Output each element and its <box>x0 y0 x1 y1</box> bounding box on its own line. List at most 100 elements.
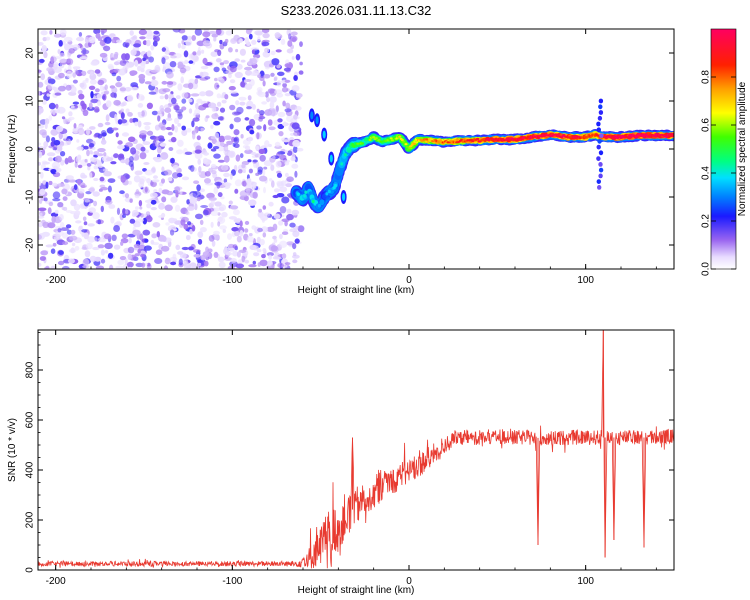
spectrogram-y-tick-label: 20 <box>25 47 36 59</box>
noise-cell <box>261 226 269 233</box>
noise-cell <box>251 39 257 45</box>
noise-cell <box>144 125 151 131</box>
noise-cell <box>246 106 252 110</box>
spectrogram-xlabel: Height of straight line (km) <box>298 285 415 296</box>
noise-cell <box>38 222 43 228</box>
noise-cell <box>119 256 127 261</box>
noise-cell <box>72 66 81 70</box>
noise-cell <box>285 172 289 178</box>
noise-cell <box>171 124 175 131</box>
noise-cell <box>218 135 225 143</box>
noise-cell <box>180 76 184 84</box>
noise-cell <box>70 104 75 109</box>
noise-cell <box>256 125 262 130</box>
noise-cell <box>53 66 62 73</box>
noise-cell <box>239 48 246 56</box>
noise-cell <box>252 191 258 199</box>
noise-cell <box>138 200 143 207</box>
noise-cell <box>228 200 233 205</box>
noise-cell <box>95 265 104 269</box>
noise-cell <box>156 231 160 238</box>
noise-cell <box>44 122 48 129</box>
noise-cell <box>250 151 257 156</box>
noise-cell <box>191 266 198 269</box>
noise-cell <box>103 152 107 157</box>
noise-cell <box>81 70 87 77</box>
spectrogram-x-tick-label: -100 <box>222 275 242 286</box>
noise-cell <box>101 95 106 100</box>
noise-cell <box>194 149 202 154</box>
noise-cell <box>116 75 122 82</box>
noise-cell <box>68 111 73 117</box>
noise-cell <box>129 118 134 123</box>
noise-cell <box>134 121 139 127</box>
noise-cell <box>170 55 177 59</box>
noise-cell <box>47 76 52 82</box>
noise-cell <box>110 92 116 98</box>
ridge-cell <box>437 141 441 144</box>
noise-cell <box>189 196 198 205</box>
noise-cell <box>197 262 202 266</box>
noise-cell <box>259 76 265 82</box>
noise-cell <box>78 225 83 229</box>
noise-cell <box>117 140 123 145</box>
noise-cell <box>120 175 126 183</box>
noise-cell <box>61 265 70 269</box>
noise-cell <box>181 106 187 111</box>
noise-cell <box>284 108 292 113</box>
noise-cell <box>268 254 273 260</box>
ridge-core <box>342 193 346 201</box>
noise-cell <box>248 233 253 237</box>
noise-cell <box>248 264 257 268</box>
noise-cell <box>167 177 173 182</box>
noise-cell <box>262 248 267 253</box>
noise-cell <box>161 196 167 203</box>
noise-cell <box>84 250 91 258</box>
noise-cell <box>237 169 243 174</box>
noise-cell <box>213 186 219 194</box>
noise-cell <box>266 96 271 103</box>
ridge-cell <box>405 145 409 149</box>
noise-cell <box>60 227 69 232</box>
noise-cell <box>210 221 214 228</box>
noise-cell <box>181 246 189 251</box>
noise-cell <box>59 52 65 57</box>
noise-cell <box>55 230 64 237</box>
ridge-cell <box>618 135 622 138</box>
noise-cell <box>264 47 270 53</box>
noise-cell <box>142 57 147 62</box>
noise-cell <box>255 145 259 151</box>
noise-cell <box>89 172 93 179</box>
noise-cell <box>187 221 192 226</box>
noise-cell <box>117 145 125 150</box>
noise-cell <box>269 101 275 109</box>
noise-cell <box>224 38 229 44</box>
noise-cell <box>104 199 113 205</box>
noise-cell <box>229 104 236 111</box>
noise-cell <box>164 94 169 100</box>
noise-cell <box>38 106 44 114</box>
noise-cell <box>193 249 201 253</box>
noise-cell <box>244 220 250 225</box>
noise-cell <box>225 30 233 36</box>
noise-cell <box>145 215 153 223</box>
noise-cell <box>88 102 93 110</box>
noise-cell <box>262 232 267 238</box>
snr-series-line <box>38 330 674 569</box>
noise-cell <box>201 49 205 54</box>
noise-cell <box>45 244 54 248</box>
noise-cell <box>193 253 201 258</box>
noise-cell <box>265 91 269 98</box>
noise-cell <box>274 32 281 38</box>
noise-cell <box>283 121 287 127</box>
noise-cell <box>140 253 145 258</box>
noise-cell <box>79 56 88 60</box>
noise-cell <box>43 197 48 202</box>
noise-cell <box>224 94 229 100</box>
noise-cell <box>184 151 193 155</box>
noise-cell <box>221 211 228 218</box>
noise-cell <box>52 198 61 202</box>
noise-cell <box>244 259 250 264</box>
noise-cell <box>161 178 165 184</box>
noise-cell <box>244 83 253 90</box>
